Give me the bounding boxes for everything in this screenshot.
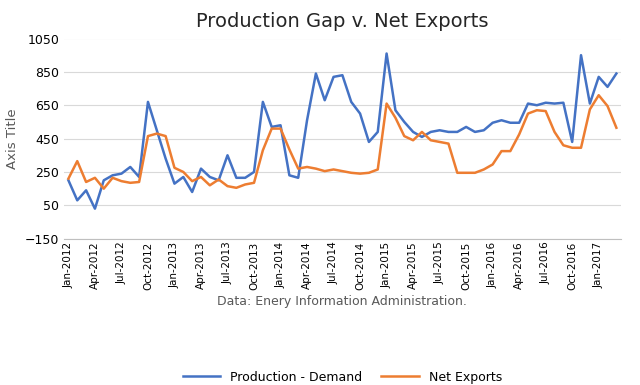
Production - Demand	[612, 71, 620, 76]
Production - Demand	[383, 51, 390, 56]
Production - Demand	[91, 206, 99, 211]
Production - Demand	[604, 85, 611, 89]
Production - Demand	[65, 178, 72, 182]
Net Exports	[604, 104, 611, 109]
Net Exports	[595, 93, 602, 97]
Production - Demand	[241, 176, 249, 180]
Net Exports	[223, 184, 231, 188]
Legend: Production - Demand, Net Exports: Production - Demand, Net Exports	[177, 365, 508, 385]
Line: Production - Demand: Production - Demand	[68, 54, 616, 209]
Production - Demand	[223, 153, 231, 157]
Line: Net Exports: Net Exports	[68, 95, 616, 189]
Net Exports	[454, 171, 461, 175]
Net Exports	[100, 186, 108, 191]
Y-axis label: Axis Title: Axis Title	[6, 108, 19, 169]
X-axis label: Data: Enery Information Administration.: Data: Enery Information Administration.	[218, 295, 467, 308]
Production - Demand	[348, 100, 355, 104]
Production - Demand	[330, 75, 337, 79]
Net Exports	[65, 176, 72, 181]
Net Exports	[330, 167, 337, 172]
Net Exports	[612, 126, 620, 130]
Production - Demand	[462, 125, 470, 129]
Title: Production Gap v. Net Exports: Production Gap v. Net Exports	[196, 12, 489, 32]
Net Exports	[241, 182, 249, 187]
Net Exports	[348, 171, 355, 175]
